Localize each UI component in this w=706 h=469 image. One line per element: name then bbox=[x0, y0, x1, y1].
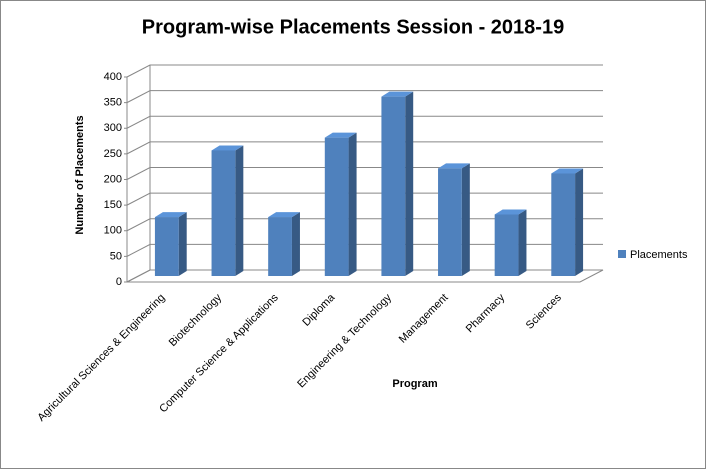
legend-swatch bbox=[618, 250, 626, 258]
y-tick-label: 400 bbox=[104, 71, 122, 83]
grid-line bbox=[126, 64, 603, 78]
y-tick-label: 100 bbox=[104, 225, 122, 237]
y-tick-label: 0 bbox=[116, 276, 122, 288]
bar-side bbox=[461, 163, 470, 276]
bar-top bbox=[324, 132, 357, 138]
x-axis-title: Program bbox=[392, 378, 437, 390]
bar bbox=[324, 137, 349, 276]
bar-side bbox=[405, 91, 414, 276]
y-tick-label: 200 bbox=[104, 173, 122, 185]
bar bbox=[211, 150, 236, 276]
bar bbox=[494, 214, 519, 276]
bar-top bbox=[494, 209, 527, 215]
y-tick-label: 300 bbox=[104, 122, 122, 134]
bar-side bbox=[518, 209, 527, 276]
bar-side bbox=[235, 145, 244, 276]
chart-title: Program-wise Placements Session - 2018-1… bbox=[142, 16, 564, 38]
bar-top bbox=[268, 212, 300, 218]
y-tick-label: 250 bbox=[104, 148, 122, 160]
bar-side bbox=[348, 132, 357, 276]
bar-side bbox=[178, 212, 187, 276]
bar bbox=[551, 173, 576, 276]
y-tick-label: 50 bbox=[110, 250, 122, 262]
bar-top bbox=[381, 91, 414, 97]
bar bbox=[154, 217, 179, 276]
bar-top bbox=[438, 163, 470, 169]
grid-line bbox=[126, 115, 603, 129]
y-tick-label: 350 bbox=[104, 97, 122, 109]
bar-side bbox=[291, 212, 300, 276]
bar bbox=[438, 168, 462, 276]
bar bbox=[268, 217, 292, 276]
bar-top bbox=[211, 145, 244, 151]
bar-top bbox=[551, 168, 584, 174]
y-axis-title: Number of Placements bbox=[74, 115, 86, 234]
legend-label: Placements bbox=[630, 249, 688, 261]
y-tick-label: 150 bbox=[104, 199, 122, 211]
grid-line bbox=[126, 141, 603, 155]
bar bbox=[381, 96, 406, 276]
bar-top bbox=[154, 212, 187, 218]
grid-line bbox=[126, 90, 603, 104]
bar-side bbox=[575, 168, 584, 276]
